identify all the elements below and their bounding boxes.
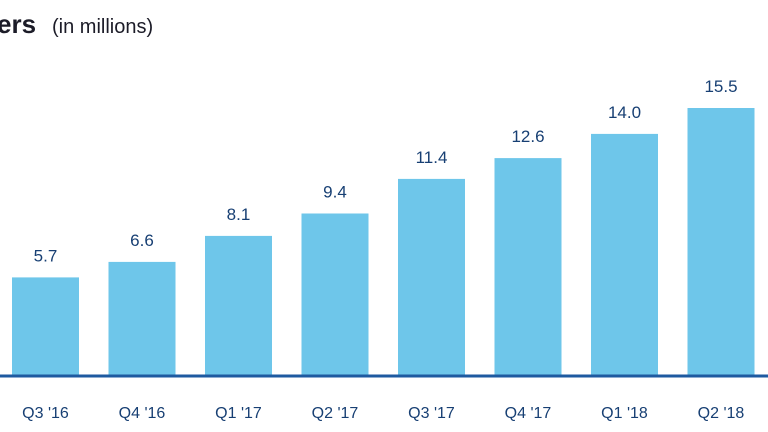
value-label-2: 6.6	[130, 231, 154, 250]
x-tick-label-3: Q1 '17	[215, 405, 262, 422]
value-label-3: 8.1	[227, 205, 251, 224]
value-label-5: 11.4	[416, 148, 448, 167]
bar-7	[591, 133, 658, 376]
bar-5	[398, 178, 465, 376]
bar-4	[301, 213, 369, 376]
x-tick-label-7: Q1 '18	[601, 405, 648, 422]
value-label-8: 15.5	[704, 77, 737, 96]
value-label-1: 5.7	[34, 246, 58, 265]
x-tick-label-5: Q3 '17	[408, 405, 455, 422]
bar-6	[494, 158, 562, 376]
value-label-4: 9.4	[323, 183, 347, 202]
bars-group	[12, 108, 755, 376]
value-label-7: 14.0	[608, 103, 641, 122]
bar-2	[108, 261, 176, 376]
bar-8	[687, 108, 755, 376]
bar-1	[12, 277, 79, 376]
x-tick-label-1: Q3 '16	[22, 405, 69, 422]
chart-title: ers	[0, 9, 36, 39]
chart-subtitle: (in millions)	[52, 16, 153, 38]
x-tick-labels-group: Q3 '16 Q4 '16 Q1 '17 Q2 '17 Q3 '17 Q4 '17 Q1 '…	[22, 405, 744, 422]
bar-3	[205, 235, 272, 376]
x-tick-label-6: Q4 '17	[505, 405, 552, 422]
x-tick-label-4: Q2 '17	[312, 405, 359, 422]
value-label-6: 12.6	[511, 127, 544, 146]
x-tick-label-2: Q4 '16	[119, 405, 166, 422]
x-tick-label-8: Q2 '18	[698, 405, 745, 422]
value-labels-group: 5.7 6.6 8.1 9.4 11.4 12.6 14.0 15.5	[34, 77, 738, 265]
